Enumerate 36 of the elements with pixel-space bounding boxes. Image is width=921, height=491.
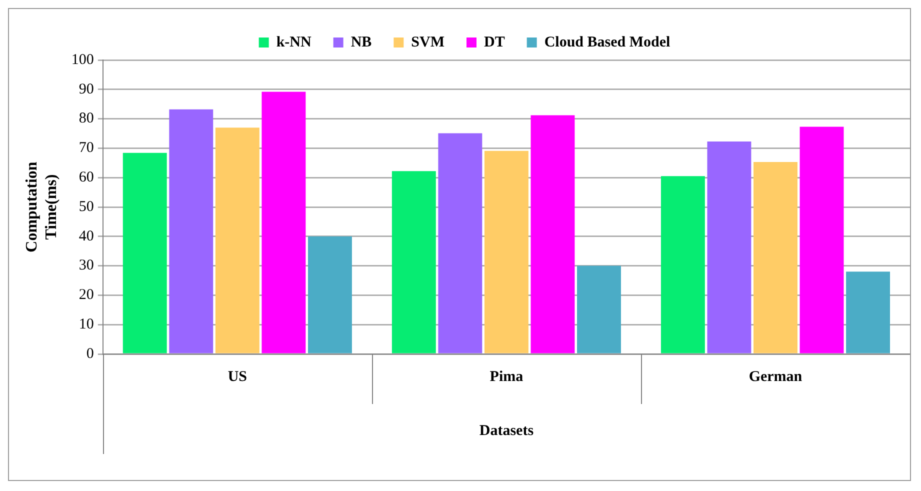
- bar: [754, 162, 798, 354]
- legend-label: Cloud Based Model: [544, 34, 670, 50]
- bar: [169, 109, 214, 354]
- bar: [846, 272, 890, 354]
- y-tick-label: 90: [78, 81, 94, 98]
- bar: [262, 92, 306, 354]
- x-tick-label: German: [748, 368, 803, 385]
- bar: [707, 141, 752, 354]
- y-tick-label: 60: [78, 170, 94, 186]
- legend-label: SVM: [411, 34, 445, 50]
- y-tick-label: 50: [78, 198, 94, 215]
- y-tick-label: 40: [78, 228, 94, 244]
- bar: [215, 128, 260, 354]
- bar: [438, 133, 482, 354]
- bar: [577, 266, 621, 354]
- y-axis-title: Computation Time(ms): [24, 162, 60, 252]
- bar: [530, 115, 575, 354]
- y-tick-label: 30: [78, 258, 94, 274]
- y-tick-label: 20: [78, 287, 94, 304]
- bar: [660, 176, 705, 354]
- x-axis-title: Datasets: [479, 422, 534, 439]
- bar: [122, 152, 167, 354]
- legend-label: NB: [350, 34, 372, 50]
- x-tick-label: Pima: [490, 368, 524, 385]
- y-tick-label: 0: [86, 346, 94, 362]
- legend-label: k-NN: [276, 34, 312, 50]
- bar: [800, 126, 844, 354]
- bar: [484, 150, 528, 354]
- bar: [308, 236, 352, 354]
- bar: [392, 171, 436, 354]
- y-tick-label: 70: [78, 140, 94, 156]
- x-tick-label: US: [228, 368, 248, 385]
- legend-label: DT: [484, 34, 505, 50]
- y-tick-label: 100: [71, 52, 94, 68]
- y-tick-label: 10: [78, 316, 94, 333]
- y-tick-label: 80: [78, 110, 94, 127]
